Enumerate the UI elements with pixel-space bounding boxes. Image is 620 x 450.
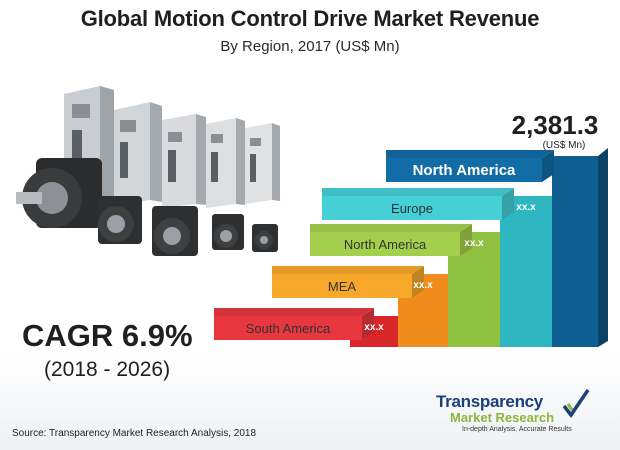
label-ribbon — [214, 316, 362, 340]
unit-label: (US$ Mn) — [543, 140, 586, 151]
servo-motor — [212, 214, 244, 250]
servo-motor — [16, 158, 102, 228]
drive-unit — [114, 102, 162, 206]
label-ribbon — [272, 274, 412, 298]
value-label: xx.x — [413, 280, 433, 291]
chart-subtitle: By Region, 2017 (US$ Mn) — [220, 38, 400, 55]
drive-unit — [245, 123, 280, 204]
top-value-label: 2,381.3 — [512, 110, 599, 140]
value-label: xx.x — [364, 322, 384, 333]
logo-name: Transparency — [436, 392, 543, 411]
source-note: Source: Transparency Market Research Ana… — [12, 428, 257, 439]
label-ribbon-side — [502, 188, 514, 220]
bars-layer: South America xx.x MEA xx.x North America xx.… — [214, 110, 608, 347]
category-label: North America — [413, 162, 516, 179]
drive-unit — [162, 114, 206, 208]
label-ribbon-top — [214, 308, 374, 316]
category-label: Europe — [391, 201, 433, 216]
label-ribbon — [310, 232, 460, 256]
logo-tagline: In-depth Analysis. Accurate Results — [462, 426, 572, 433]
label-ribbon — [322, 196, 502, 220]
label-ribbon-top — [272, 266, 424, 274]
checkmark-icon — [562, 389, 590, 418]
label-ribbon-top — [386, 150, 554, 158]
bar — [552, 156, 598, 347]
servo-motor — [98, 196, 142, 244]
cagr-value: CAGR 6.9% — [22, 318, 193, 353]
label-ribbon — [386, 158, 542, 182]
label-ribbon-side — [542, 150, 554, 182]
drive-unit — [206, 118, 245, 208]
label-ribbon-top — [310, 224, 472, 232]
bar-side — [598, 148, 608, 347]
category-label: North America — [344, 237, 427, 252]
cagr-period: (2018 - 2026) — [44, 358, 171, 381]
company-logo: Transparency Market Research In-depth An… — [436, 388, 616, 440]
label-ribbon-top — [322, 188, 514, 196]
bar — [500, 196, 552, 347]
servo-motors-illustration — [16, 158, 278, 256]
chart-title: Global Motion Control Drive Market Reven… — [80, 6, 540, 31]
category-label: South America — [246, 321, 331, 336]
value-label: xx.x — [516, 202, 536, 213]
label-ribbon-side — [412, 266, 424, 298]
label-ribbon-side — [460, 224, 472, 256]
servo-motor — [252, 224, 278, 252]
category-label: MEA — [328, 279, 357, 294]
label-ribbon-side — [362, 308, 374, 340]
value-label: xx.x — [464, 238, 484, 249]
servo-motor — [152, 206, 198, 256]
logo-sub: Market Research — [450, 410, 555, 425]
